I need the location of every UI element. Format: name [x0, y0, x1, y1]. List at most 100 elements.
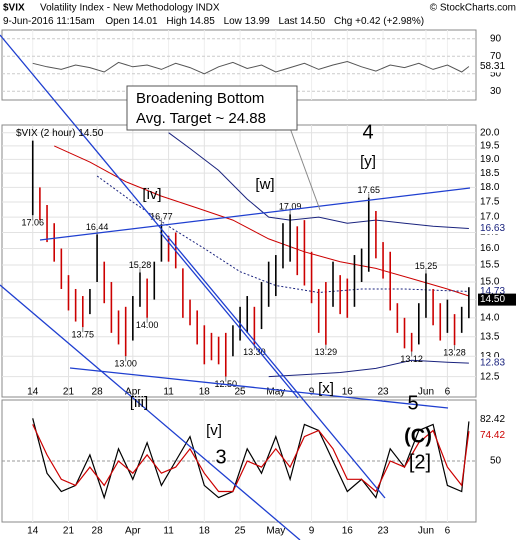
y-tick-label: 50: [490, 456, 502, 467]
wave-label: [x]: [318, 380, 334, 397]
moving-average: [268, 359, 469, 378]
x-tick-label: 18: [199, 387, 211, 398]
value-box-label: 74.42: [480, 430, 505, 441]
x-tick-label: 21: [63, 387, 75, 398]
header-chg: +0.42 (+2.98%): [355, 16, 424, 27]
value-box-label: 16.63: [480, 223, 505, 234]
header-line: 9-Jun-2016 11:15am Open 14.01 High 14.85…: [3, 16, 424, 27]
value-box-label: 14.73: [480, 286, 505, 297]
wave-label: [2]: [409, 451, 431, 473]
peak-label: 17.06: [21, 218, 44, 228]
wave-label: [iii]: [130, 394, 148, 411]
y-tick-label: 12.5: [480, 371, 500, 382]
x-tick-label: 11: [163, 387, 174, 398]
y-tick-label: 14.0: [480, 312, 500, 323]
x-tick-label: 28: [92, 526, 104, 537]
peak-label: 13.28: [443, 348, 466, 358]
header-open-label: Open: [105, 16, 129, 27]
trend-line: [0, 34, 386, 499]
peak-label: 13.00: [114, 359, 137, 369]
wave-label: (C): [404, 425, 432, 447]
value-box: [478, 413, 516, 426]
y-tick-label: 17.0: [480, 212, 500, 223]
wave-label: [w]: [255, 176, 274, 193]
title: $VIX: [3, 3, 25, 14]
indicator-line: [32, 418, 470, 500]
x-tick-label: May: [266, 526, 285, 537]
callout-pointer: [289, 127, 321, 211]
source: © StockCharts.com: [430, 3, 516, 14]
value-box-label: 12.83: [480, 358, 505, 369]
callout-box: [126, 85, 298, 131]
moving-average: [96, 175, 469, 294]
peak-label: 13.12: [400, 354, 423, 364]
header-low-label: Low: [224, 16, 243, 27]
value-box: [478, 222, 516, 235]
peak-label: 16.44: [86, 222, 109, 232]
y-tick-label: 13.5: [480, 331, 500, 342]
callout-text: Avg. Target ~ 24.88: [136, 110, 266, 127]
x-tick-label: 14: [27, 526, 39, 537]
value-box-label: 14.50: [480, 294, 505, 305]
header-last: 14.50: [300, 16, 325, 27]
x-tick-label: 21: [63, 526, 75, 537]
legend-last: 14.50: [78, 128, 103, 139]
header-high-label: High: [166, 16, 187, 27]
peak-label: 16.77: [150, 212, 173, 222]
value-box: [478, 357, 516, 370]
wave-label: [y]: [360, 153, 376, 170]
header-open: 14.01: [133, 16, 158, 27]
value-box: [478, 429, 516, 442]
x-tick-label: 11: [163, 526, 174, 537]
x-tick-label: 16: [342, 526, 354, 537]
x-tick-label: 9: [309, 526, 315, 537]
header-chg-label: Chg: [334, 16, 352, 27]
wave-label: 3: [215, 446, 226, 468]
indicator-line: [32, 424, 470, 493]
x-tick-label: Apr: [125, 387, 141, 398]
subtitle: Volatility Index - New Methodology INDX: [40, 3, 220, 14]
x-tick-label: 18: [199, 526, 211, 537]
y-tick-label: 50: [490, 68, 502, 79]
indicator-line: [32, 60, 470, 75]
peak-label: 17.09: [279, 202, 302, 212]
y-tick-label: 19.5: [480, 141, 500, 152]
header-low: 13.99: [245, 16, 270, 27]
x-tick-label: 6: [445, 526, 451, 537]
x-tick-label: Jun: [418, 387, 434, 398]
wave-label: [v]: [206, 422, 222, 439]
x-tick-label: May: [266, 387, 285, 398]
y-tick-label: 18.0: [480, 182, 500, 193]
peak-label: 15.28: [129, 260, 152, 270]
trend-line: [0, 284, 301, 540]
legend-name: $VIX (2 hour): [16, 128, 75, 139]
y-tick-label: 90: [490, 33, 502, 44]
x-tick-label: 25: [235, 526, 247, 537]
peak-label: 17.65: [357, 185, 380, 195]
x-tick-label: 25: [235, 387, 247, 398]
y-tick-label: 18.5: [480, 168, 500, 179]
wave-label: [iv]: [142, 186, 161, 203]
peak-label: 13.30: [243, 347, 266, 357]
header-high: 14.85: [190, 16, 215, 27]
x-tick-label: 16: [342, 387, 354, 398]
legend: $VIX (2 hour) 14.50: [16, 128, 104, 139]
y-tick-label: 70: [490, 51, 502, 62]
x-tick-label: 23: [377, 526, 389, 537]
y-tick-label: 15.5: [480, 260, 500, 271]
x-tick-label: 23: [377, 387, 389, 398]
peak-label: 13.75: [72, 330, 95, 340]
x-tick-label: 9: [309, 387, 315, 398]
peak-label: 15.25: [415, 261, 438, 271]
y-tick-label: 20.0: [480, 127, 500, 138]
y-tick-label: 15.0: [480, 277, 500, 288]
trend-line: [39, 187, 471, 241]
plot-layer: 12.513.013.514.014.515.015.516.016.517.0…: [2, 30, 516, 537]
header-date: 9-Jun-2016 11:15am: [3, 16, 95, 27]
trend-line: [159, 231, 299, 399]
x-tick-label: 28: [92, 387, 104, 398]
y-tick-label: 19.0: [480, 154, 500, 165]
wave-label: 5: [407, 392, 418, 414]
